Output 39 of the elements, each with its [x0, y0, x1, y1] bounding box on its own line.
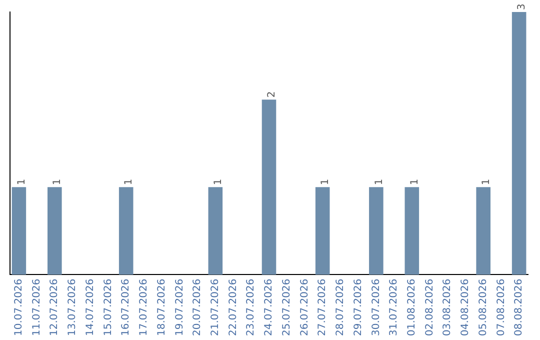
x-tick-label: 02.08.2026	[424, 278, 436, 336]
data-label: 3	[516, 4, 528, 10]
x-tick-label: 18.07.2026	[156, 278, 168, 336]
data-label: 1	[124, 178, 135, 186]
x-tick-label: 16.07.2026	[120, 278, 132, 336]
x-tick-label: 17.07.2026	[138, 278, 150, 336]
x-tick-label: 03.08.2026	[442, 278, 454, 336]
x-tick-label: 05.08.2026	[478, 278, 489, 336]
data-label: 1	[409, 178, 420, 186]
x-tick-label: 26.07.2026	[299, 278, 310, 336]
x-tick-label: 13.07.2026	[67, 278, 78, 336]
x-tick-label: 25.07.2026	[281, 278, 292, 336]
x-tick-label: 28.07.2026	[335, 278, 346, 336]
data-label: 1	[52, 178, 64, 186]
x-tick-label: 20.07.2026	[192, 278, 204, 336]
x-tick-label: 04.08.2026	[460, 278, 472, 336]
x-tick-label: 23.07.2026	[246, 278, 257, 336]
data-label: 1	[374, 178, 385, 186]
x-tick-label: 19.07.2026	[174, 278, 186, 336]
x-tick-label: 29.07.2026	[352, 278, 364, 336]
x-tick-label: 11.07.2026	[31, 278, 42, 336]
x-tick-label: 10.07.2026	[14, 278, 25, 336]
data-label: 1	[16, 178, 28, 186]
x-tick-label: 31.07.2026	[388, 278, 400, 336]
x-tick-label: 15.07.2026	[102, 278, 114, 336]
data-label: 2	[266, 91, 278, 98]
x-tick-label: 08.08.2026	[514, 278, 525, 336]
x-tick-label: 21.07.2026	[210, 278, 222, 336]
data-label: 1	[320, 178, 332, 186]
x-tick-label: 14.07.2026	[84, 278, 96, 336]
x-tick-label: 22.07.2026	[228, 278, 239, 336]
x-tick-label: 01.08.2026	[406, 278, 418, 336]
x-tick-label: 30.07.2026	[370, 278, 382, 336]
x-tick-label: 12.07.2026	[49, 278, 60, 336]
x-tick-label: 27.07.2026	[317, 278, 328, 336]
x-tick-label: 24.07.2026	[264, 278, 275, 336]
x-tick-label: 07.08.2026	[496, 278, 507, 336]
data-label: 1	[213, 178, 224, 186]
data-label: 1	[480, 178, 492, 186]
